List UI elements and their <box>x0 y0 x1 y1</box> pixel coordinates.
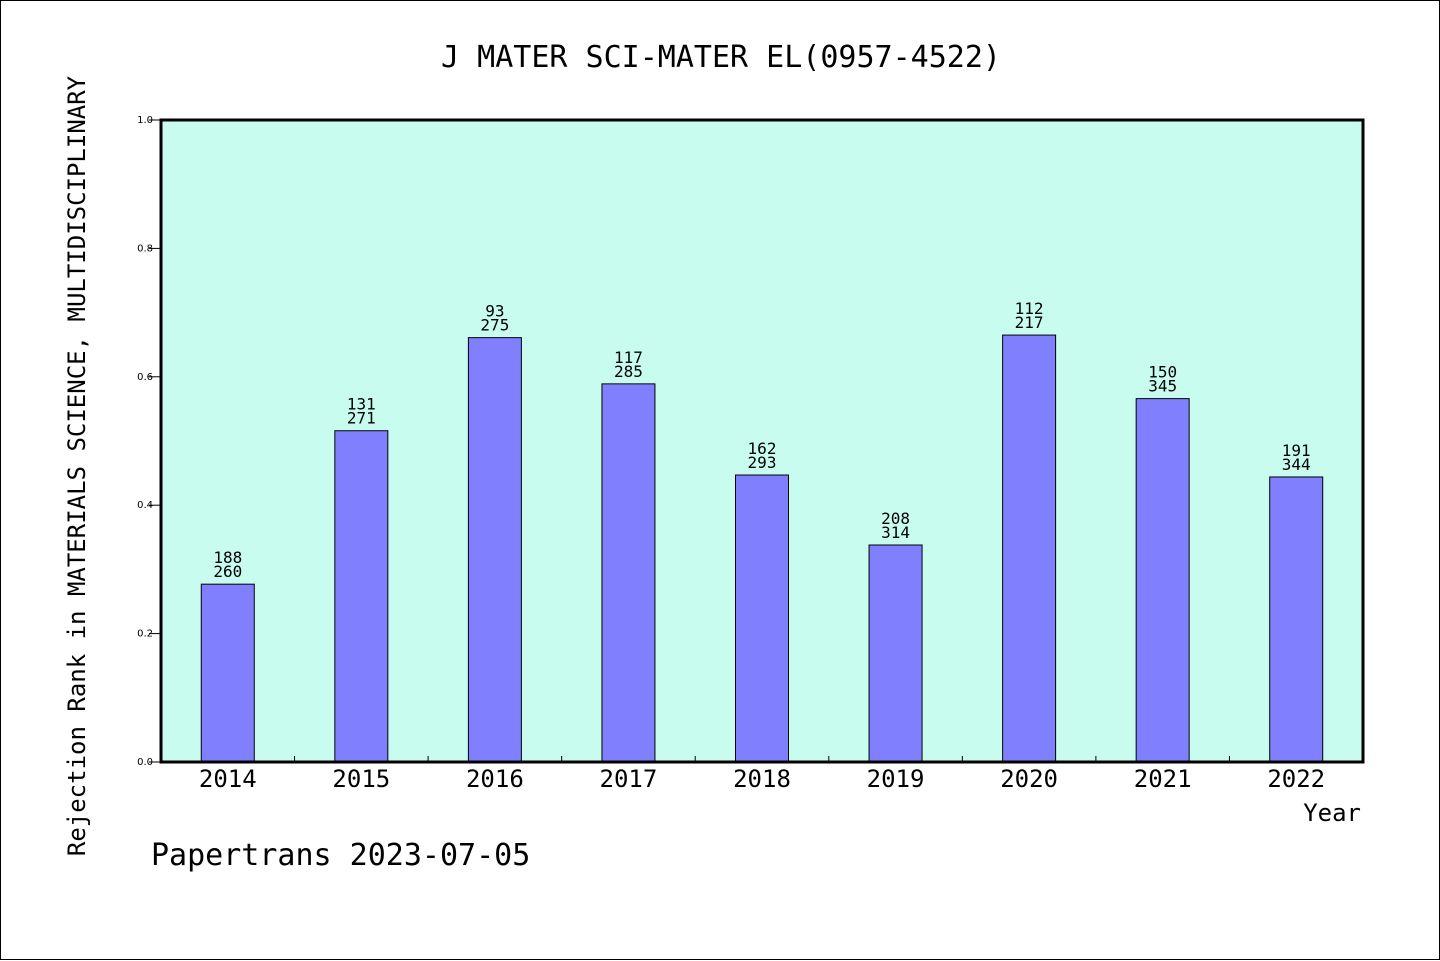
y-tick-label: 0.2 <box>137 629 153 640</box>
bar-label-top: 117 <box>614 348 643 367</box>
bar-label-top: 112 <box>1015 299 1044 318</box>
x-axis-label: Year <box>1303 799 1361 827</box>
bar-label-bottom: 345 <box>1148 377 1177 396</box>
x-axis-tick-labels: 2014 2015 2016 2017 2018 2019 2020 2021 2022 <box>199 765 1325 793</box>
footer-credit: Papertrans 2023-07-05 <box>151 838 530 873</box>
y-tick-label: 0.6 <box>137 372 153 383</box>
bar-2022 <box>1269 476 1324 763</box>
x-tick-label: 2016 <box>466 765 524 793</box>
bar-2014 <box>200 583 255 763</box>
bar-label-bottom: 344 <box>1282 455 1311 474</box>
x-tick-label: 2022 <box>1267 765 1325 793</box>
x-tick-label: 2020 <box>1000 765 1058 793</box>
y-tick-label: 1.0 <box>137 115 153 126</box>
y-axis-ticks: 0.0 0.2 0.4 0.6 0.8 1.0 <box>137 115 161 768</box>
y-tick-label: 0.4 <box>137 500 153 511</box>
x-tick-label: 2018 <box>733 765 791 793</box>
bar-2019 <box>868 544 923 763</box>
x-tick-label: 2021 <box>1134 765 1192 793</box>
bar-label-bottom: 260 <box>213 562 242 581</box>
y-axis-label: Rejection Rank in MATERIALS SCIENCE, MUL… <box>63 75 91 856</box>
x-tick-label: 2014 <box>199 765 257 793</box>
bar-2020 <box>1002 334 1057 763</box>
bar-label-bottom: 293 <box>748 453 777 472</box>
chart-title: J MATER SCI-MATER EL(0957-4522) <box>441 40 1001 75</box>
bar-2018 <box>735 474 789 763</box>
bar-label-top: 208 <box>881 509 910 528</box>
bar-label-top: 191 <box>1282 441 1311 460</box>
bar-label-bottom: 217 <box>1015 313 1044 332</box>
bar-2021 <box>1135 398 1190 763</box>
bar-label-bottom: 285 <box>614 362 643 381</box>
bar-label-top: 131 <box>347 395 376 414</box>
x-tick-label: 2017 <box>600 765 658 793</box>
x-tick-label: 2015 <box>332 765 390 793</box>
bar-label-top: 93 <box>485 302 504 321</box>
bar-2017 <box>601 383 656 763</box>
bar-label-bottom: 271 <box>347 409 376 428</box>
x-tick-label: 2019 <box>867 765 925 793</box>
y-tick-label: 0.8 <box>137 243 153 254</box>
bar-label-top: 162 <box>748 439 777 458</box>
bar-label-top: 188 <box>213 548 242 567</box>
bar-label-top: 150 <box>1148 363 1177 382</box>
y-tick-label: 0.0 <box>137 757 153 768</box>
bar-label-bottom: 314 <box>881 523 910 542</box>
bar-2016 <box>467 337 522 763</box>
plot-border <box>159 118 1365 764</box>
bar-2015 <box>334 430 389 763</box>
bar-label-bottom: 275 <box>480 316 509 335</box>
